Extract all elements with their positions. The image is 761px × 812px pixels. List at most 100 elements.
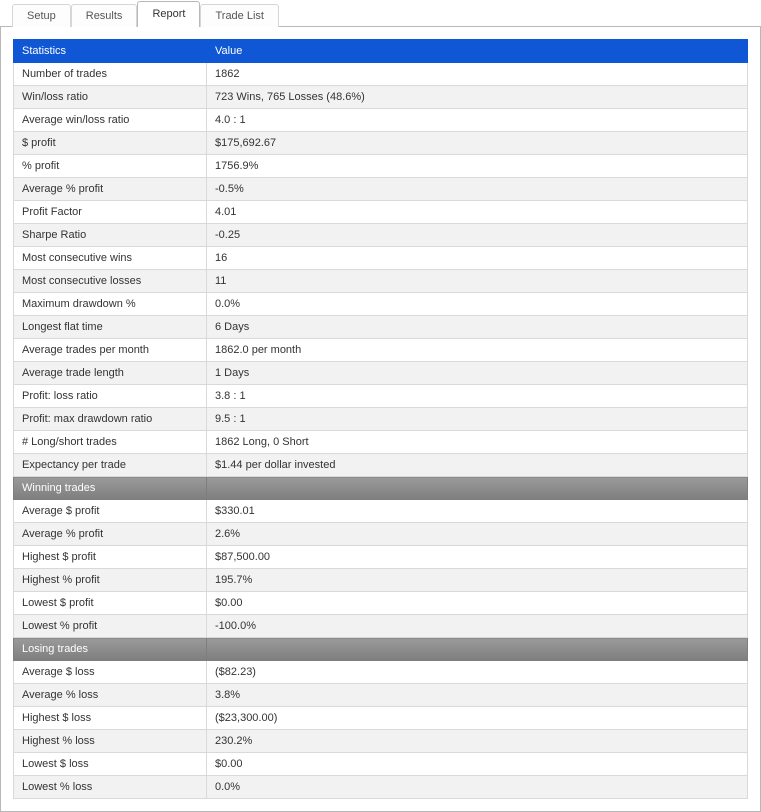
section-spacer [207,477,748,500]
table-row: Average $ profit$330.01 [14,500,748,523]
stat-label: Average % profit [14,523,207,546]
stat-label: Most consecutive losses [14,270,207,293]
stat-label: Average % profit [14,178,207,201]
table-row: Lowest % loss0.0% [14,776,748,799]
stat-label: # Long/short trades [14,431,207,454]
stat-label: % profit [14,155,207,178]
tab-setup[interactable]: Setup [12,4,71,27]
table-row: Longest flat time6 Days [14,316,748,339]
table-row: Profit: loss ratio3.8 : 1 [14,385,748,408]
stat-label: Average trade length [14,362,207,385]
stat-value: ($82.23) [207,661,748,684]
table-row: Highest % loss230.2% [14,730,748,753]
stat-label: Highest $ loss [14,707,207,730]
stat-value: 1862.0 per month [207,339,748,362]
stat-label: Sharpe Ratio [14,224,207,247]
stat-label: Highest $ profit [14,546,207,569]
table-row: Average trade length1 Days [14,362,748,385]
stat-label: Highest % profit [14,569,207,592]
table-row: Average % loss3.8% [14,684,748,707]
table-row: Most consecutive losses11 [14,270,748,293]
section-winning-trades: Winning trades [14,477,748,500]
stat-label: Most consecutive wins [14,247,207,270]
stat-value: 16 [207,247,748,270]
section-spacer [207,638,748,661]
table-row: Number of trades1862 [14,63,748,86]
tab-results[interactable]: Results [71,4,138,27]
table-row: Expectancy per trade$1.44 per dollar inv… [14,454,748,477]
stat-label: Number of trades [14,63,207,86]
stat-label: $ profit [14,132,207,155]
stat-value: 11 [207,270,748,293]
stat-value: ($23,300.00) [207,707,748,730]
stat-label: Highest % loss [14,730,207,753]
table-row: % profit1756.9% [14,155,748,178]
table-row: Lowest % profit-100.0% [14,615,748,638]
stat-label: Profit: max drawdown ratio [14,408,207,431]
col-header-statistics: Statistics [14,40,207,63]
stat-label: Longest flat time [14,316,207,339]
table-row: Highest % profit195.7% [14,569,748,592]
table-row: Average % profit-0.5% [14,178,748,201]
stat-value: 230.2% [207,730,748,753]
stat-value: -0.25 [207,224,748,247]
stat-label: Average % loss [14,684,207,707]
table-row: Highest $ loss($23,300.00) [14,707,748,730]
stat-label: Maximum drawdown % [14,293,207,316]
table-row: Lowest $ profit$0.00 [14,592,748,615]
tab-tradelist[interactable]: Trade List [200,4,279,27]
col-header-value: Value [207,40,748,63]
stat-value: 0.0% [207,776,748,799]
stat-value: 6 Days [207,316,748,339]
stat-label: Profit: loss ratio [14,385,207,408]
stat-label: Average trades per month [14,339,207,362]
stat-value: 4.01 [207,201,748,224]
stat-value: -0.5% [207,178,748,201]
table-row: # Long/short trades1862 Long, 0 Short [14,431,748,454]
stat-label: Profit Factor [14,201,207,224]
report-table: Statistics Value Number of trades1862 Wi… [13,39,748,799]
table-row: Most consecutive wins16 [14,247,748,270]
table-row: Average trades per month1862.0 per month [14,339,748,362]
table-row: $ profit$175,692.67 [14,132,748,155]
stat-label: Average $ loss [14,661,207,684]
table-row: Maximum drawdown %0.0% [14,293,748,316]
stat-value: -100.0% [207,615,748,638]
tab-bar: Setup Results Report Trade List [0,0,761,26]
table-row: Profit: max drawdown ratio9.5 : 1 [14,408,748,431]
stat-value: 3.8 : 1 [207,385,748,408]
stat-value: 1756.9% [207,155,748,178]
table-row: Average % profit2.6% [14,523,748,546]
stat-value: 3.8% [207,684,748,707]
tab-report[interactable]: Report [137,1,200,27]
stat-label: Lowest $ profit [14,592,207,615]
table-row: Average $ loss($82.23) [14,661,748,684]
stat-value: 9.5 : 1 [207,408,748,431]
section-label: Losing trades [14,638,207,661]
stat-value: $0.00 [207,592,748,615]
table-row: Highest $ profit$87,500.00 [14,546,748,569]
stat-value: 195.7% [207,569,748,592]
stat-value: 0.0% [207,293,748,316]
table-row: Sharpe Ratio-0.25 [14,224,748,247]
stat-value: 1 Days [207,362,748,385]
stat-label: Lowest % profit [14,615,207,638]
stat-value: 2.6% [207,523,748,546]
stat-label: Win/loss ratio [14,86,207,109]
table-header-row: Statistics Value [14,40,748,63]
table-body: Number of trades1862 Win/loss ratio723 W… [14,63,748,799]
stat-label: Lowest % loss [14,776,207,799]
stat-value: $175,692.67 [207,132,748,155]
stat-label: Average win/loss ratio [14,109,207,132]
stat-value: $87,500.00 [207,546,748,569]
section-losing-trades: Losing trades [14,638,748,661]
section-label: Winning trades [14,477,207,500]
table-row: Profit Factor4.01 [14,201,748,224]
stat-value: $0.00 [207,753,748,776]
table-row: Average win/loss ratio4.0 : 1 [14,109,748,132]
stat-value: $1.44 per dollar invested [207,454,748,477]
stat-label: Lowest $ loss [14,753,207,776]
table-row: Lowest $ loss$0.00 [14,753,748,776]
table-row: Win/loss ratio723 Wins, 765 Losses (48.6… [14,86,748,109]
stat-value: $330.01 [207,500,748,523]
